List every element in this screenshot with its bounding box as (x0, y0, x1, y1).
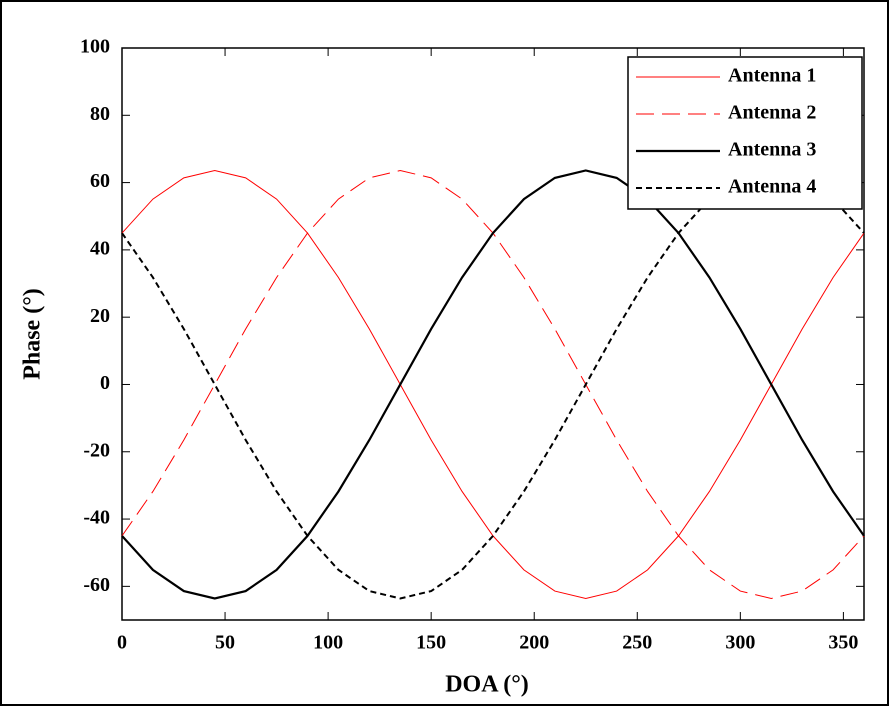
legend-box (627, 56, 863, 210)
y-tick-label: -20 (83, 439, 110, 461)
x-tick-label: 0 (117, 632, 127, 654)
y-tick-label: 60 (90, 170, 110, 192)
y-tick-label: 80 (90, 103, 110, 125)
x-tick-label: 300 (725, 632, 755, 654)
y-tick-label: -60 (83, 574, 110, 596)
y-axis-label: Phase (°) (20, 288, 46, 380)
x-tick-label: 200 (519, 632, 549, 654)
y-tick-label: 100 (80, 36, 110, 58)
x-axis-label: DOA (°) (445, 672, 529, 698)
x-tick-label: 50 (215, 632, 235, 654)
x-tick-label: 250 (622, 632, 652, 654)
legend-label: Antenna 1 (728, 65, 816, 87)
x-tick-label: 350 (828, 632, 858, 654)
y-tick-label: 20 (90, 305, 110, 327)
legend-label: Antenna 2 (728, 102, 816, 124)
y-tick-label: 0 (100, 372, 110, 394)
y-tick-label: -40 (83, 507, 110, 529)
x-tick-label: 150 (416, 632, 446, 654)
legend-label: Antenna 4 (728, 176, 816, 198)
legend-label: Antenna 3 (728, 139, 816, 161)
series-line (121, 169, 865, 600)
plot-area (121, 47, 865, 621)
x-tick-label: 100 (313, 632, 343, 654)
y-tick-label: 40 (90, 237, 110, 259)
